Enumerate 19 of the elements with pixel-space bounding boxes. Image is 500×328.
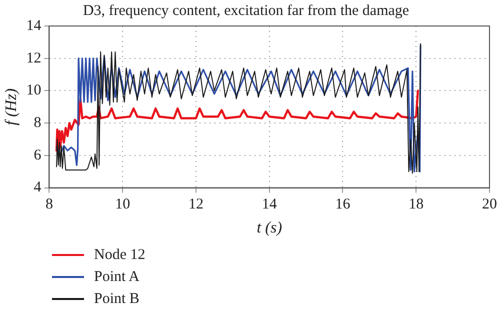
x-tick-label: 20 (482, 196, 497, 213)
legend-label: Node 12 (94, 246, 146, 264)
x-axis-title: t (s) (256, 220, 282, 237)
y-tick-label: 8 (34, 115, 42, 132)
y-tick-label: 6 (34, 147, 42, 164)
y-axis-title: f (Hz) (2, 88, 20, 126)
x-tick-label: 10 (115, 196, 130, 213)
x-tick-label: 12 (188, 196, 204, 213)
y-tick-label: 4 (34, 180, 42, 196)
x-tick-label: 14 (262, 196, 278, 213)
legend-label: Point B (94, 290, 140, 308)
x-tick-label: 18 (408, 196, 424, 213)
y-tick-label: 10 (26, 82, 42, 99)
legend-label: Point A (94, 268, 140, 286)
x-tick-label: 8 (45, 196, 53, 213)
x-tick-label: 16 (335, 196, 351, 213)
chart-title: D3, frequency content, excitation far from the damage (82, 2, 410, 19)
y-tick-label: 14 (26, 18, 42, 34)
y-tick-label: 12 (26, 50, 42, 66)
